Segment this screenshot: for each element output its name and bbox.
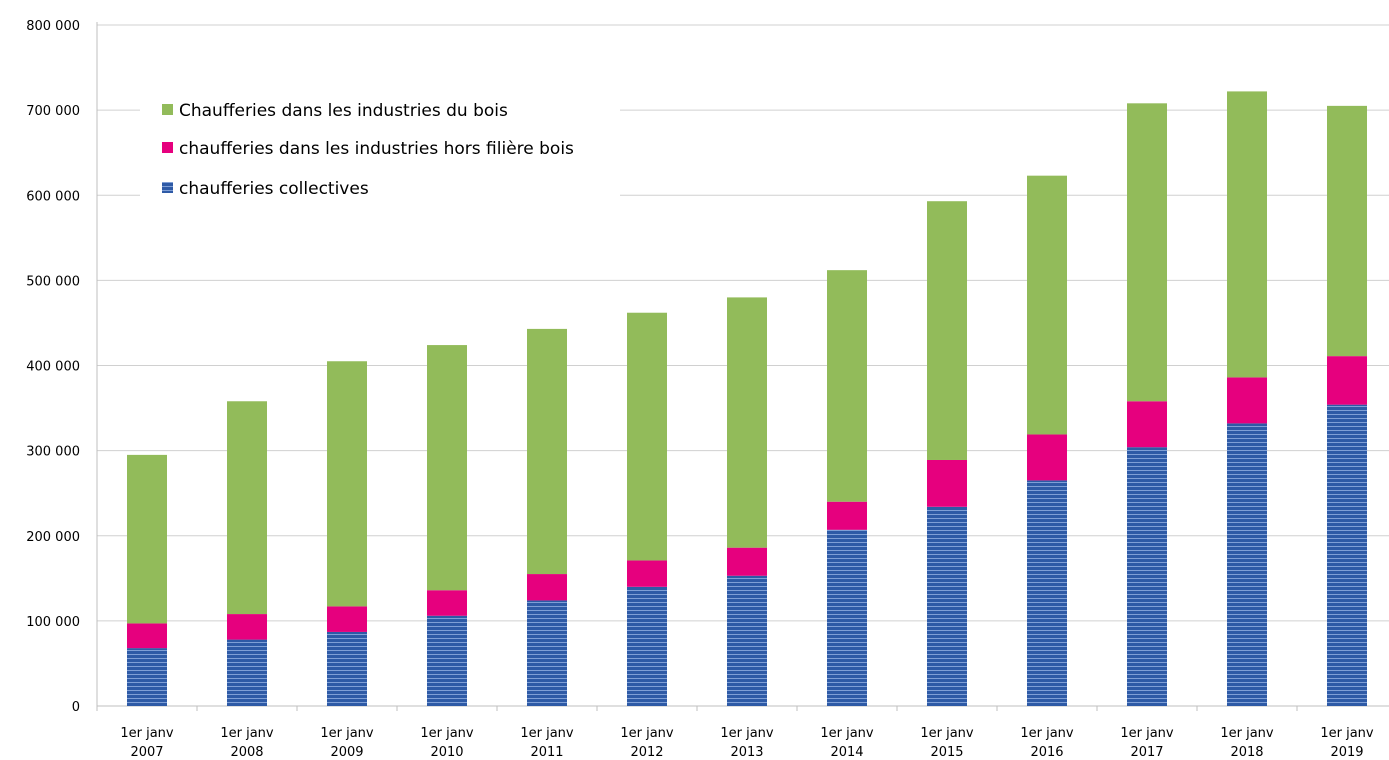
x-tick-label-line2: 2010 <box>430 745 463 760</box>
bar-segment-hors-filiere <box>827 501 867 530</box>
legend-label: Chaufferies dans les industries du bois <box>179 101 508 121</box>
legend-label: chaufferies dans les industries hors fil… <box>179 139 574 159</box>
x-tick-label: 1er janv 2011 <box>520 726 574 760</box>
x-tick-label-line1: 1er janv <box>1120 726 1174 741</box>
x-tick-label-line2: 2013 <box>730 745 763 760</box>
bar-segment-collectives <box>227 639 267 706</box>
bar-segment-industries-bois <box>127 454 167 624</box>
bar-segment-collectives <box>327 631 367 706</box>
y-tick-label: 300 000 <box>26 445 80 460</box>
x-tick-label-line2: 2012 <box>630 745 663 760</box>
y-tick-label: 700 000 <box>26 104 80 119</box>
x-tick-label-line2: 2015 <box>930 745 963 760</box>
bar-segment-industries-bois <box>227 401 267 615</box>
bar-segment-hors-filiere <box>1227 377 1267 424</box>
x-tick-label-line1: 1er janv <box>620 726 674 741</box>
bar-segment-industries-bois <box>527 328 567 575</box>
x-tick-label-line2: 2008 <box>230 745 263 760</box>
x-tick-label-line1: 1er janv <box>420 726 474 741</box>
y-tick-label: 100 000 <box>26 615 80 630</box>
bars <box>127 91 1367 706</box>
x-tick-label-line1: 1er janv <box>1020 726 1074 741</box>
bar-segment-hors-filiere <box>327 606 367 632</box>
bar-segment-collectives <box>827 529 867 706</box>
bar-segment-industries-bois <box>1027 175 1067 435</box>
x-tick-label-line2: 2016 <box>1030 745 1063 760</box>
x-tick-label: 1er janv 2009 <box>320 726 374 760</box>
bar-segment-industries-bois <box>627 312 667 561</box>
bar-segment-industries-bois <box>1227 91 1267 378</box>
x-tick-label: 1er janv 2012 <box>620 726 674 760</box>
x-tick-label: 1er janv 2016 <box>1020 726 1074 760</box>
bar-segment-collectives <box>1127 447 1167 706</box>
x-tick-label-line1: 1er janv <box>1320 726 1374 741</box>
bar-segment-collectives <box>1227 423 1267 706</box>
legend-swatch <box>162 142 173 153</box>
bar-segment-hors-filiere <box>1127 401 1167 448</box>
x-tick-label-line1: 1er janv <box>920 726 974 741</box>
y-tick-label: 0 <box>72 700 80 715</box>
bar-segment-hors-filiere <box>427 590 467 616</box>
bar-segment-collectives <box>127 648 167 706</box>
y-tick-label: 400 000 <box>26 360 80 375</box>
x-tick-label: 1er janv 2013 <box>720 726 774 760</box>
axes: 0 100 000 200 000 300 000 400 000 500 000 600 … <box>26 19 1389 760</box>
bar-segment-industries-bois <box>1327 105 1367 357</box>
bar-segment-industries-bois <box>727 297 767 548</box>
bar-segment-hors-filiere <box>1327 356 1367 405</box>
x-tick-label-line2: 2019 <box>1330 745 1363 760</box>
bar-segment-collectives <box>427 615 467 706</box>
y-tick-label: 500 000 <box>26 274 80 289</box>
bar-segment-collectives <box>727 575 767 706</box>
bar-segment-hors-filiere <box>127 623 167 649</box>
x-tick-label-line1: 1er janv <box>520 726 574 741</box>
x-tick-label-line1: 1er janv <box>320 726 374 741</box>
x-tick-label-line1: 1er janv <box>1220 726 1274 741</box>
x-tick-label: 1er janv 2008 <box>220 726 274 760</box>
legend-swatch <box>162 104 173 115</box>
bar-segment-hors-filiere <box>227 614 267 640</box>
x-tick-label-line1: 1er janv <box>820 726 874 741</box>
legend-label: chaufferies collectives <box>179 179 369 199</box>
bar-segment-industries-bois <box>927 201 967 460</box>
x-tick-label-line1: 1er janv <box>120 726 174 741</box>
x-tick-label-line2: 2018 <box>1230 745 1263 760</box>
bar-segment-hors-filiere <box>627 560 667 587</box>
x-tick-label-line2: 2011 <box>530 745 563 760</box>
bar-segment-collectives <box>627 586 667 706</box>
bar-segment-hors-filiere <box>1027 434 1067 481</box>
x-tick-label-line2: 2009 <box>330 745 363 760</box>
bar-segment-hors-filiere <box>927 459 967 507</box>
x-tick-label-line1: 1er janv <box>220 726 274 741</box>
bar-segment-industries-bois <box>1127 103 1167 402</box>
bar-segment-industries-bois <box>327 361 367 607</box>
y-tick-label: 200 000 <box>26 530 80 545</box>
x-tick-label: 1er janv 2018 <box>1220 726 1274 760</box>
bar-segment-hors-filiere <box>727 547 767 576</box>
x-tick-label: 1er janv 2015 <box>920 726 974 760</box>
bar-segment-industries-bois <box>427 345 467 591</box>
legend-background <box>140 88 620 213</box>
bar-segment-industries-bois <box>827 270 867 502</box>
x-tick-label-line2: 2007 <box>130 745 163 760</box>
y-tick-label: 800 000 <box>26 19 80 34</box>
x-tick-label: 1er janv 2019 <box>1320 726 1374 760</box>
bar-segment-collectives <box>1027 480 1067 706</box>
x-tick-label: 1er janv 2007 <box>120 726 174 760</box>
x-tick-label-line1: 1er janv <box>720 726 774 741</box>
x-tick-label: 1er janv 2014 <box>820 726 874 760</box>
x-tick-label: 1er janv 2010 <box>420 726 474 760</box>
x-tick-label: 1er janv 2017 <box>1120 726 1174 760</box>
bar-segment-collectives <box>927 506 967 706</box>
bar-segment-hors-filiere <box>527 574 567 601</box>
bar-segment-collectives <box>527 600 567 706</box>
bar-segment-collectives <box>1327 404 1367 706</box>
x-tick-label-line2: 2014 <box>830 745 863 760</box>
legend-swatch <box>162 182 173 193</box>
x-tick-label-line2: 2017 <box>1130 745 1163 760</box>
y-tick-label: 600 000 <box>26 189 80 204</box>
legend: Chaufferies dans les industries du bois c… <box>140 88 620 213</box>
